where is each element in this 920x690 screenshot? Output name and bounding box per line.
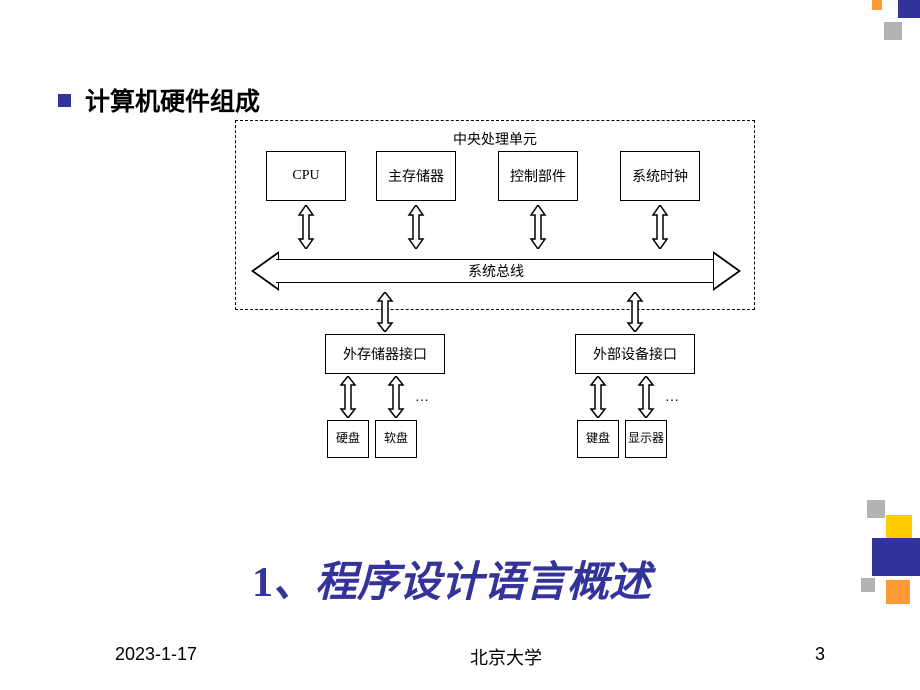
box-floppy: 软盘 <box>375 420 417 458</box>
bus-arrow-right-icon <box>713 251 741 291</box>
box-harddisk: 硬盘 <box>327 420 369 458</box>
arrow-bus-ext1 <box>376 292 394 332</box>
arrow-ctrl-bus <box>529 205 547 249</box>
bullet-heading: 计算机硬件组成 <box>58 82 260 118</box>
footer: 2023-1-17 北京大学 3 <box>0 644 920 670</box>
section-number: 1 <box>252 560 273 606</box>
deco-sq <box>872 0 882 10</box>
box-ext-storage: 外存储器接口 <box>325 334 445 374</box>
bus-label: 系统总线 <box>276 259 716 283</box>
dots-1: … <box>415 390 431 406</box>
bullet-text: 计算机硬件组成 <box>85 82 260 118</box>
footer-date: 2023-1-17 <box>115 644 197 670</box>
arrow-ext1-fd <box>387 376 405 418</box>
box-cpu: CPU <box>266 151 346 201</box>
section-title-text: 程序设计语言概述 <box>315 560 651 606</box>
section-title: 1、程序设计语言概述 <box>252 548 651 609</box>
dots-2: … <box>665 390 681 406</box>
box-control: 控制部件 <box>498 151 578 201</box>
arrow-ext1-hd <box>339 376 357 418</box>
box-keyboard: 键盘 <box>577 420 619 458</box>
footer-university: 北京大学 <box>470 644 542 670</box>
deco-sq <box>861 578 875 592</box>
box-clock: 系统时钟 <box>620 151 700 201</box>
deco-sq <box>898 0 920 18</box>
arrow-cpu-bus <box>297 205 315 249</box>
arrow-ext2-mon <box>637 376 655 418</box>
footer-page: 3 <box>815 644 825 670</box>
arrow-bus-ext2 <box>626 292 644 332</box>
arrow-ext2-kb <box>589 376 607 418</box>
cpu-group: 中央处理单元 CPU 主存储器 控制部件 系统时钟 系统总线 <box>235 120 755 310</box>
box-ext-device: 外部设备接口 <box>575 334 695 374</box>
bus-arrow-left-icon <box>251 251 279 291</box>
box-memory: 主存储器 <box>376 151 456 201</box>
arrow-mem-bus <box>407 205 425 249</box>
deco-sq <box>867 500 885 518</box>
section-punct: 、 <box>273 560 315 606</box>
deco-sq <box>884 22 902 40</box>
deco-sq <box>886 580 910 604</box>
arrow-clock-bus <box>651 205 669 249</box>
system-bus: 系统总线 <box>251 251 741 291</box>
box-monitor: 显示器 <box>625 420 667 458</box>
cpu-group-label: 中央处理单元 <box>236 129 754 149</box>
deco-sq <box>872 538 920 576</box>
bullet-icon <box>58 94 71 107</box>
hardware-diagram: 中央处理单元 CPU 主存储器 控制部件 系统时钟 系统总线 外存储器接口 外部… <box>235 120 755 480</box>
